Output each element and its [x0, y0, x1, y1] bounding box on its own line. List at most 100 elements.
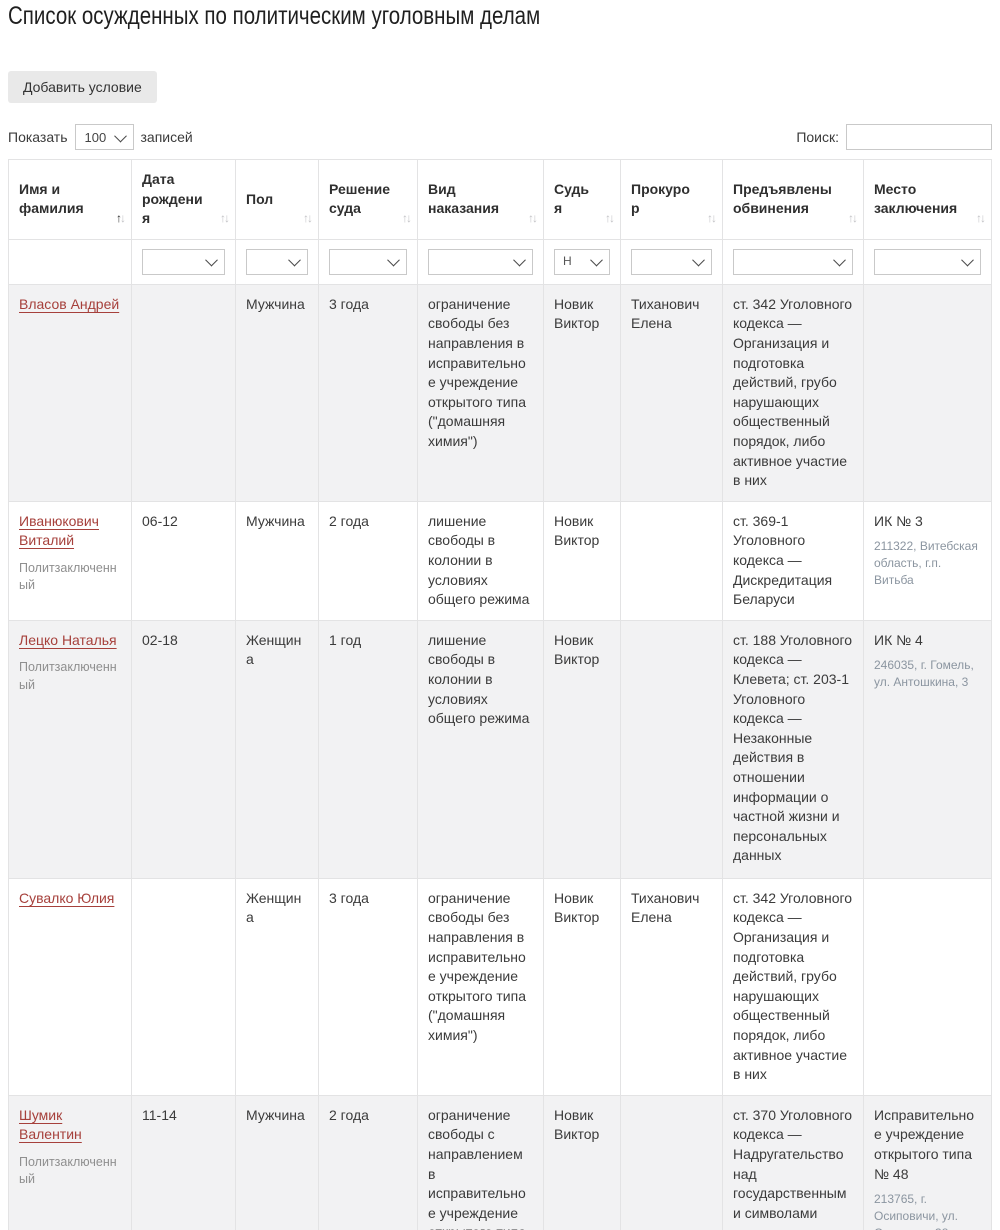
- chevron-down-icon: [833, 254, 846, 267]
- filter-select-detention-place[interactable]: [874, 248, 981, 275]
- table-filter-row: Н: [8, 238, 992, 285]
- filter-cell-name: [8, 238, 132, 285]
- filter-select-prosecutor[interactable]: [631, 248, 712, 275]
- chevron-down-icon: [288, 254, 301, 267]
- search-input[interactable]: [846, 124, 992, 150]
- column-header-punishment-type[interactable]: Вид наказания ↑↓: [417, 159, 544, 240]
- filter-cell-charges: [722, 238, 864, 285]
- page-length-suffix-label: записей: [140, 129, 193, 145]
- person-link[interactable]: Власов Андрей: [19, 295, 120, 312]
- filter-select-gender[interactable]: [246, 248, 308, 275]
- add-condition-button[interactable]: Добавить условие: [8, 71, 157, 103]
- filter-select-punishment-type[interactable]: [428, 248, 533, 275]
- cell-detention-place: [863, 877, 992, 1096]
- cell-judge: Новик Виктор: [543, 283, 621, 502]
- cell-detention-place: [863, 283, 992, 502]
- column-header-label: Пол: [246, 190, 274, 207]
- person-link[interactable]: Лецко Наталья: [19, 631, 117, 648]
- detention-place-name: Исправительное учреждение открытого типа…: [874, 1106, 975, 1182]
- filter-select-court-decision[interactable]: [329, 248, 407, 275]
- cell-gender: Женщина: [235, 619, 319, 879]
- political-prisoner-badge: Политзаключенный: [19, 560, 117, 593]
- filter-cell-judge: Н: [543, 238, 621, 285]
- column-header-birth-date[interactable]: Дата рождения ↑↓: [131, 159, 236, 240]
- column-header-label: Судья: [554, 180, 590, 217]
- cell-court-decision: 3 года: [318, 283, 418, 502]
- cell-gender: Мужчина: [235, 500, 319, 621]
- cell-birth-date: 06-12: [131, 500, 236, 621]
- cell-gender: Мужчина: [235, 283, 319, 502]
- cell-judge: Новик Виктор: [543, 500, 621, 621]
- table-row: Шумик Валентин Политзаключенный 11-14 Му…: [8, 1094, 992, 1230]
- cell-birth-date: [131, 877, 236, 1096]
- column-header-judge[interactable]: Судья ↑↓: [543, 159, 621, 240]
- table-row: Сувалко Юлия Женщина 3 года ограничение …: [8, 877, 992, 1096]
- cell-prosecutor: [620, 1094, 723, 1230]
- cell-punishment-type: ограничение свободы без направления в ис…: [417, 877, 544, 1096]
- cell-prosecutor: [620, 619, 723, 879]
- person-link[interactable]: Иванюкович Виталий: [19, 512, 99, 549]
- sort-icon: ↑↓: [976, 210, 986, 225]
- cell-name: Лецко Наталья Политзаключенный: [8, 619, 132, 879]
- cell-prosecutor: [620, 500, 723, 621]
- chevron-down-icon: [961, 254, 974, 267]
- search-label: Поиск:: [796, 129, 839, 145]
- chevron-down-icon: [113, 129, 127, 142]
- sort-icon: ↑↓: [707, 210, 717, 225]
- column-header-detention-place[interactable]: Место заключения ↑↓: [863, 159, 992, 240]
- person-link[interactable]: Шумик Валентин: [19, 1106, 82, 1143]
- sort-icon: ↑↓: [116, 210, 126, 225]
- page-title: Список осужденных по политическим уголов…: [8, 2, 541, 30]
- column-header-name[interactable]: Имя и фамилия ↑↓: [8, 159, 132, 240]
- filter-select-birth-date[interactable]: [142, 248, 225, 275]
- cell-court-decision: 1 год: [318, 619, 418, 879]
- page-length-prefix-label: Показать: [8, 129, 68, 145]
- cell-gender: Женщина: [235, 877, 319, 1096]
- cell-name: Иванюкович Виталий Политзаключенный: [8, 500, 132, 621]
- sort-icon: ↑↓: [220, 210, 230, 225]
- cell-name: Сувалко Юлия: [8, 877, 132, 1096]
- cell-detention-place: ИК № 3 211322, Витебская область, г.п. В…: [863, 500, 992, 621]
- chevron-down-icon: [692, 254, 705, 267]
- filter-select-judge[interactable]: Н: [554, 248, 610, 275]
- cell-birth-date: 02-18: [131, 619, 236, 879]
- cell-name: Шумик Валентин Политзаключенный: [8, 1094, 132, 1230]
- convicts-table: Имя и фамилия ↑↓ Дата рождения ↑↓ Пол ↑↓…: [8, 159, 992, 1230]
- filter-cell-birth-date: [131, 238, 236, 285]
- cell-judge: Новик Виктор: [543, 619, 621, 879]
- filter-select-charges[interactable]: [733, 248, 853, 275]
- chevron-down-icon: [205, 254, 218, 267]
- cell-name: Власов Андрей: [8, 283, 132, 502]
- cell-charges: ст. 342 Уголовного кодекса — Организация…: [722, 283, 864, 502]
- page-length-select[interactable]: 100: [74, 124, 134, 150]
- political-prisoner-badge: Политзаключенный: [19, 660, 117, 692]
- chevron-down-icon: [590, 254, 603, 267]
- filter-cell-detention-place: [863, 238, 992, 285]
- cell-charges: ст. 342 Уголовного кодекса — Организация…: [722, 877, 864, 1096]
- filter-cell-prosecutor: [620, 238, 723, 285]
- column-header-court-decision[interactable]: Решение суда ↑↓: [318, 159, 418, 240]
- column-header-label: Прокурор: [631, 180, 690, 217]
- column-header-label: Предъявлены обвинения: [733, 180, 832, 217]
- person-link[interactable]: Сувалко Юлия: [19, 889, 115, 906]
- chevron-down-icon: [387, 254, 400, 267]
- cell-judge: Новик Виктор: [543, 1094, 621, 1230]
- table-row: Власов Андрей Мужчина 3 года ограничение…: [8, 283, 992, 502]
- cell-prosecutor: Тиханович Елена: [620, 877, 723, 1096]
- cell-gender: Мужчина: [235, 1094, 319, 1230]
- cell-punishment-type: лишение свободы в колонии в условиях общ…: [417, 619, 544, 879]
- column-header-gender[interactable]: Пол ↑↓: [235, 159, 319, 240]
- search-control: Поиск:: [796, 124, 992, 150]
- detention-place-name: ИК № 4: [874, 631, 923, 648]
- cell-charges: ст. 370 Уголовного кодекса — Надругатель…: [722, 1094, 864, 1230]
- cell-punishment-type: ограничение свободы с направлением в исп…: [417, 1094, 544, 1230]
- column-header-charges[interactable]: Предъявлены обвинения ↑↓: [722, 159, 864, 240]
- cell-detention-place: Исправительное учреждение открытого типа…: [863, 1094, 992, 1230]
- cell-court-decision: 2 года: [318, 1094, 418, 1230]
- column-header-prosecutor[interactable]: Прокурор ↑↓: [620, 159, 723, 240]
- filter-cell-punishment-type: [417, 238, 544, 285]
- cell-punishment-type: лишение свободы в колонии в условиях общ…: [417, 500, 544, 621]
- cell-charges: ст. 369-1 Уголовного кодекса — Дискредит…: [722, 500, 864, 621]
- table-row: Иванюкович Виталий Политзаключенный 06-1…: [8, 500, 992, 621]
